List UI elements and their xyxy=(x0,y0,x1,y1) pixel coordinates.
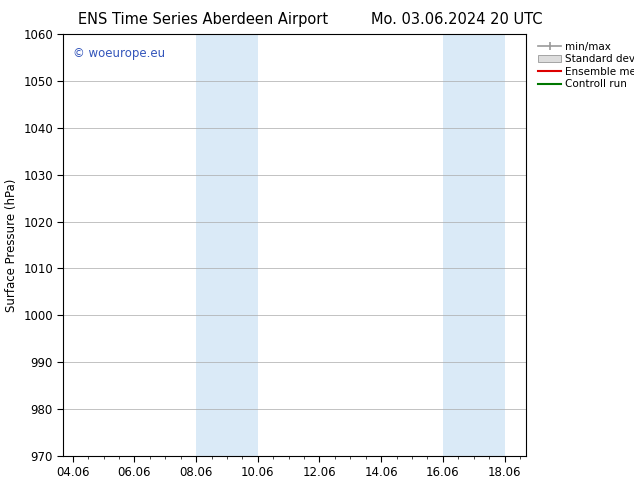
Bar xyxy=(196,34,258,456)
Text: Mo. 03.06.2024 20 UTC: Mo. 03.06.2024 20 UTC xyxy=(371,12,542,27)
Bar xyxy=(443,34,505,456)
Text: © woeurope.eu: © woeurope.eu xyxy=(73,47,165,60)
Y-axis label: Surface Pressure (hPa): Surface Pressure (hPa) xyxy=(4,178,18,312)
Legend: min/max, Standard deviation, Ensemble mean run, Controll run: min/max, Standard deviation, Ensemble me… xyxy=(536,40,634,92)
Text: ENS Time Series Aberdeen Airport: ENS Time Series Aberdeen Airport xyxy=(78,12,328,27)
